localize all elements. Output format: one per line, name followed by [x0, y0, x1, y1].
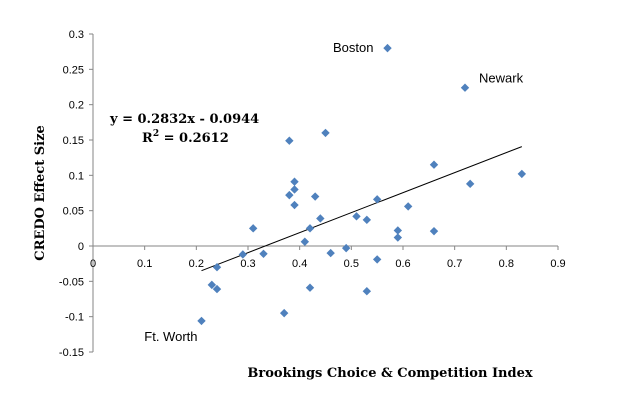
x-tick-label: 0: [90, 258, 96, 270]
data-point: [279, 308, 289, 318]
trendline-line: [201, 146, 523, 272]
trendline: [201, 146, 523, 272]
y-tick-label: 0.05: [63, 206, 84, 218]
data-point: [207, 280, 217, 290]
axes: [89, 33, 559, 353]
x-tick-label: 0.7: [447, 258, 462, 270]
data-point: [321, 128, 330, 138]
data-point: [372, 195, 382, 204]
point-label-ft-worth: Ft. Worth: [144, 329, 197, 344]
data-point: [300, 237, 310, 246]
data-point: [212, 263, 222, 272]
data-point: [238, 250, 248, 259]
trendline-equation: y = 0.2832x - 0.0944: [109, 112, 259, 127]
x-tick-label: 0.9: [550, 258, 565, 270]
r-squared-symbol: R: [142, 131, 153, 146]
data-point: [290, 177, 299, 186]
data-point: [429, 160, 439, 169]
r-squared-value: = 0.2612: [159, 131, 229, 146]
data-point: [517, 169, 527, 179]
tick-labels: -0.15 -0.1 -0.05 0 0.05 0.1 0.15 0.2 0.25 0.3 0 0.1…: [59, 29, 566, 359]
data-point: [305, 283, 315, 292]
data-point: [362, 287, 372, 296]
data-point: [285, 136, 294, 145]
data-point: [352, 212, 361, 221]
y-tick-label: 0.2: [69, 100, 84, 112]
x-tick-label: 0.3: [240, 258, 255, 270]
data-point: [326, 248, 335, 258]
data-point: [212, 284, 222, 294]
y-tick-label: -0.1: [65, 312, 84, 324]
y-tick-label: 0: [78, 241, 84, 253]
y-axis-title: CREDO Effect Size: [33, 125, 48, 260]
data-point: [362, 215, 372, 225]
data-point: [465, 179, 475, 189]
data-point: [341, 243, 351, 253]
x-tick-label: 0.8: [499, 258, 514, 270]
data-points: [197, 43, 527, 326]
data-point: [290, 200, 299, 210]
data-point: [248, 224, 258, 233]
r-squared-exponent: 2: [153, 129, 159, 139]
r-squared: R2 = 0.2612: [142, 129, 229, 146]
data-point: [372, 255, 382, 264]
x-tick-label: 0.4: [292, 258, 307, 270]
y-tick-label: 0.3: [69, 29, 84, 41]
x-tick-label: 0.1: [137, 258, 152, 270]
data-point: [259, 249, 268, 258]
x-axis-title: Brookings Choice & Competition Index: [247, 366, 532, 381]
data-point: [393, 226, 403, 235]
data-point: [429, 226, 439, 236]
data-point: [393, 233, 403, 242]
data-point: [403, 202, 413, 211]
x-tick-label: 0.6: [395, 258, 410, 270]
data-point: [290, 185, 299, 194]
data-point: [310, 192, 320, 201]
data-point: [285, 190, 294, 200]
data-point: [305, 224, 315, 233]
x-tick-label: 0.2: [189, 258, 204, 270]
data-point: [383, 43, 392, 53]
y-tick-label: 0.1: [69, 170, 84, 182]
data-point: [316, 214, 325, 223]
y-tick-label: 0.25: [63, 64, 84, 76]
y-tick-label: -0.15: [59, 347, 84, 359]
point-labels: Boston Newark Ft. Worth: [144, 40, 523, 344]
y-tick-label: 0.15: [63, 135, 84, 147]
data-point: [460, 83, 470, 92]
y-tick-label: -0.05: [59, 276, 84, 288]
point-label-newark: Newark: [479, 71, 524, 86]
data-point: [197, 316, 206, 326]
point-label-boston: Boston: [333, 40, 373, 55]
x-tick-label: 0.5: [344, 258, 359, 270]
